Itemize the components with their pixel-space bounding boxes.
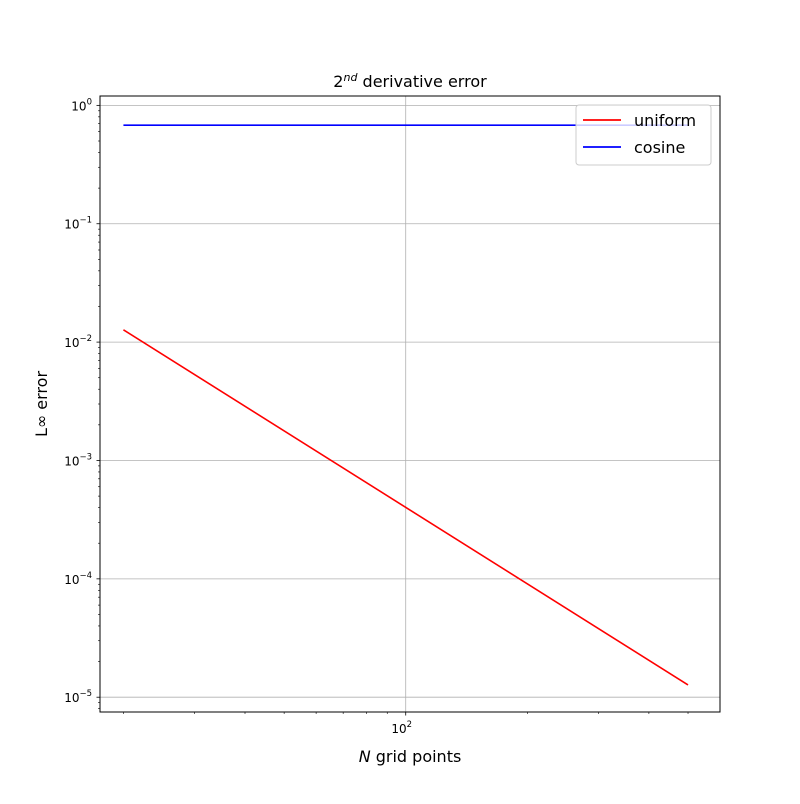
y-tick-label-exp-0: −5 [79,689,92,699]
y-tick-label-5: 100 [71,97,92,113]
chart-title-superscript: nd [343,71,358,84]
x-tick-label-exp-0: 2 [407,720,412,730]
y-tick-label-2: 10−3 [64,452,92,468]
y-tick-label-base-5: 10 [71,99,86,113]
x-axis-label-rest: grid points [371,747,462,766]
y-tick-label-1: 10−4 [64,571,92,587]
y-tick-label-base-4: 10 [64,218,79,232]
legend: uniform cosine [575,104,712,166]
y-tick-label-4: 10−1 [64,216,92,232]
series-line-uniform [122,329,689,686]
x-tick-label-0: 102 [391,720,412,736]
y-tick-label-exp-5: 0 [87,97,92,107]
y-tick-label-0: 10−5 [64,689,92,705]
y-tick-label-exp-1: −4 [79,571,92,581]
y-tick-label-base-0: 10 [64,691,79,705]
plot-area-background [100,96,720,712]
y-tick-label-3: 10−2 [64,334,92,350]
x-tick-label-base-0: 10 [391,722,406,736]
y-tick-label-base-3: 10 [64,336,79,350]
chart-title: 2nd derivative error [333,71,487,91]
grid-layer [100,96,720,712]
y-tick-label-base-1: 10 [64,573,79,587]
y-tick-label-exp-2: −3 [79,452,92,462]
y-tick-label-exp-4: −1 [79,216,92,226]
y-tick-label-base-2: 10 [64,454,79,468]
y-axis-label: L∞ error [32,371,51,437]
chart-title-rest: derivative error [357,72,487,91]
legend-label-cosine: cosine [634,138,685,157]
x-axis-label-italic: N [359,747,371,766]
legend-label-uniform: uniform [634,111,696,130]
y-tick-label-exp-3: −2 [79,334,92,344]
chart-title-base: 2 [333,72,343,91]
x-axis-label: N grid points [359,747,462,766]
